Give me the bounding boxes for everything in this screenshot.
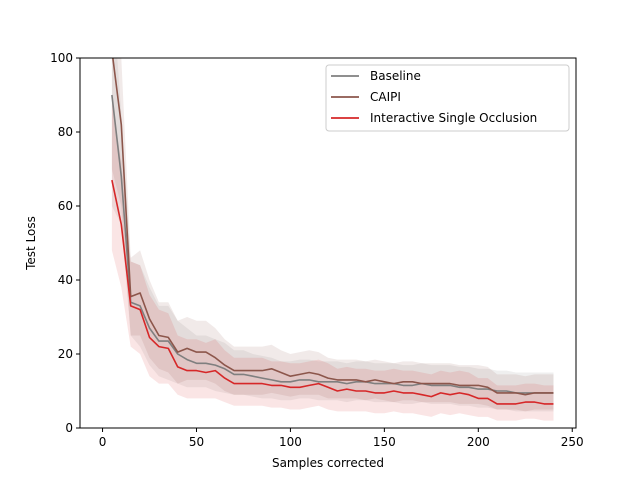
- y-tick-label: 100: [50, 51, 73, 65]
- series-line-interactive-single-occlusion: [111, 179, 554, 405]
- legend-label-baseline: Baseline: [370, 69, 421, 83]
- legend: Baseline CAIPI Interactive Single Occlusio…: [325, 64, 570, 132]
- band-interactive-single-occlusion: [111, 102, 554, 421]
- y-tick-label: 20: [58, 347, 73, 361]
- y-axis: 0 20 40 60 80 100: [50, 51, 80, 435]
- band-baseline: [111, 58, 554, 412]
- series-lines: [111, 58, 554, 405]
- y-tick-label: 0: [65, 421, 73, 435]
- x-tick-label: 250: [561, 435, 584, 449]
- x-tick-label: 50: [189, 435, 204, 449]
- legend-box: [325, 64, 570, 132]
- series-line-caipi: [112, 58, 554, 396]
- y-tick-label: 60: [58, 199, 73, 213]
- plot-frame: [79, 57, 577, 429]
- band-caipi: [111, 58, 554, 412]
- x-tick-label: 0: [99, 435, 107, 449]
- series-line-baseline: [111, 94, 554, 394]
- x-axis: 0 50 100 150 200 250: [99, 428, 584, 449]
- x-tick-label: 150: [373, 435, 396, 449]
- legend-label-interactive-single-occlusion: Interactive Single Occlusion: [370, 111, 537, 125]
- legend-label-caipi: CAIPI: [370, 90, 401, 104]
- x-tick-label: 200: [467, 435, 490, 449]
- y-tick-label: 80: [58, 125, 73, 139]
- confidence-bands: [111, 58, 554, 421]
- x-tick-label: 100: [279, 435, 302, 449]
- y-tick-label: 40: [58, 273, 73, 287]
- y-axis-label: Test Loss: [24, 216, 38, 271]
- x-axis-label: Samples corrected: [272, 456, 384, 470]
